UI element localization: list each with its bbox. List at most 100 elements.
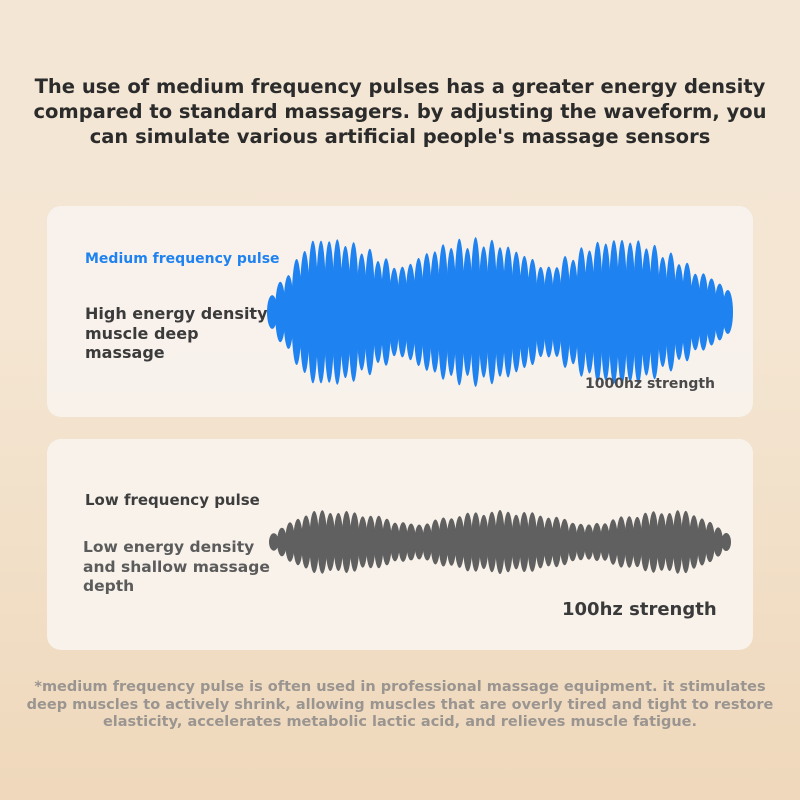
waveform-bar <box>616 239 628 385</box>
waveform-bar <box>608 519 618 565</box>
waveform-bar <box>706 278 717 346</box>
waveform-bar <box>446 248 457 376</box>
waveform-bar <box>479 514 489 570</box>
waveform-bar <box>315 240 327 384</box>
waveform-bar <box>406 523 416 561</box>
waveform-bar <box>502 246 514 378</box>
waveform-bar <box>438 517 449 567</box>
waveform-bar <box>698 273 709 351</box>
waveform-bar <box>511 251 522 373</box>
waveform-bar <box>592 522 602 562</box>
waveform-bar <box>608 240 620 384</box>
waveform-bar <box>641 248 652 376</box>
waveform-bar <box>722 290 733 334</box>
waveform-bar <box>681 262 693 362</box>
waveform-bar <box>348 242 359 382</box>
medium-frequency-description: High energy density muscle deep massage <box>85 304 268 362</box>
waveform-bar <box>543 517 554 567</box>
medium-frequency-title: Medium frequency pulse <box>85 251 280 267</box>
waveform-bar <box>471 512 481 572</box>
waveform-bar <box>299 251 310 373</box>
waveform-bar <box>275 281 286 343</box>
low-frequency-strength: 100hz strength <box>562 599 717 620</box>
waveform-bar <box>657 257 668 367</box>
waveform-bar <box>551 267 563 357</box>
headline: The use of medium frequency pulses has a… <box>33 75 767 148</box>
waveform-bar <box>356 253 367 371</box>
waveform-bar <box>382 518 392 566</box>
waveform-bar <box>519 255 530 369</box>
waveform-bar <box>633 240 644 384</box>
waveform-bar <box>527 258 538 366</box>
waveform-bar <box>713 527 723 557</box>
waveform-bar <box>372 261 384 363</box>
waveform-bar <box>364 248 375 376</box>
low-frequency-waveform <box>269 510 731 574</box>
medium-frequency-card: Medium frequency pulse High energy densi… <box>47 206 753 417</box>
waveform-bar <box>511 514 521 570</box>
waveform-bar <box>430 519 441 565</box>
waveform-bar <box>503 511 513 573</box>
low-frequency-title: Low frequency pulse <box>85 491 260 509</box>
waveform-bar <box>285 522 295 562</box>
waveform-bar <box>325 513 336 571</box>
waveform-bar <box>600 243 611 381</box>
medium-frequency-waveform <box>267 237 733 387</box>
waveform-bar <box>576 247 587 377</box>
waveform-bar <box>478 246 489 378</box>
waveform-bar <box>269 533 279 551</box>
waveform-bar <box>357 516 368 568</box>
waveform-bar <box>340 245 351 379</box>
waveform-bar <box>640 512 651 572</box>
waveform-bar <box>600 523 610 561</box>
waveform-bar <box>559 256 571 368</box>
waveform-bar <box>592 241 603 383</box>
waveform-bar <box>624 516 635 568</box>
waveform-bar <box>389 267 400 357</box>
low-frequency-description: Low energy density and shallow massage d… <box>83 538 270 595</box>
waveform-bar <box>341 511 352 573</box>
footnote: *medium frequency pulse is often used in… <box>26 679 774 730</box>
waveform-bar <box>584 250 595 374</box>
waveform-bar <box>568 259 579 365</box>
waveform-bar <box>721 533 731 551</box>
waveform-bar <box>495 510 505 574</box>
waveform-bar <box>714 283 725 341</box>
waveform-bar <box>398 522 408 562</box>
waveform-bar <box>690 273 701 351</box>
waveform-bar <box>413 257 424 367</box>
waveform-bar <box>656 513 667 571</box>
waveform-bar <box>672 510 683 574</box>
waveform-bar <box>470 237 481 387</box>
waveform-bar <box>665 252 677 372</box>
waveform-bar <box>584 524 594 560</box>
waveform-bar <box>648 511 659 573</box>
waveform-bar <box>291 259 302 365</box>
waveform-bar <box>446 518 457 566</box>
waveform-bar <box>397 266 408 358</box>
waveform-bar <box>414 524 424 560</box>
waveform-bar <box>332 239 343 385</box>
waveform-bar <box>301 515 311 569</box>
waveform-bar <box>649 244 660 380</box>
waveform-bar <box>632 516 643 568</box>
waveform-bar <box>527 512 538 572</box>
waveform-bar <box>567 522 578 562</box>
waveform-bar <box>705 521 715 563</box>
waveform-bar <box>494 247 506 377</box>
waveform-bar <box>697 518 707 566</box>
waveform-bar <box>625 242 636 382</box>
waveform-bar <box>365 515 376 569</box>
waveform-bar <box>277 527 287 557</box>
waveform-bar <box>454 238 465 386</box>
waveform-bar <box>317 510 328 574</box>
waveform-bar <box>543 266 554 358</box>
waveform-bar <box>486 239 498 385</box>
waveform-bar <box>333 513 344 571</box>
medium-frequency-strength: 1000hz strength <box>585 376 716 392</box>
waveform-bar <box>462 248 473 376</box>
waveform-bar <box>421 253 432 371</box>
waveform-bar <box>462 512 473 572</box>
waveform-bar <box>673 264 685 360</box>
waveform-bar <box>429 251 441 373</box>
